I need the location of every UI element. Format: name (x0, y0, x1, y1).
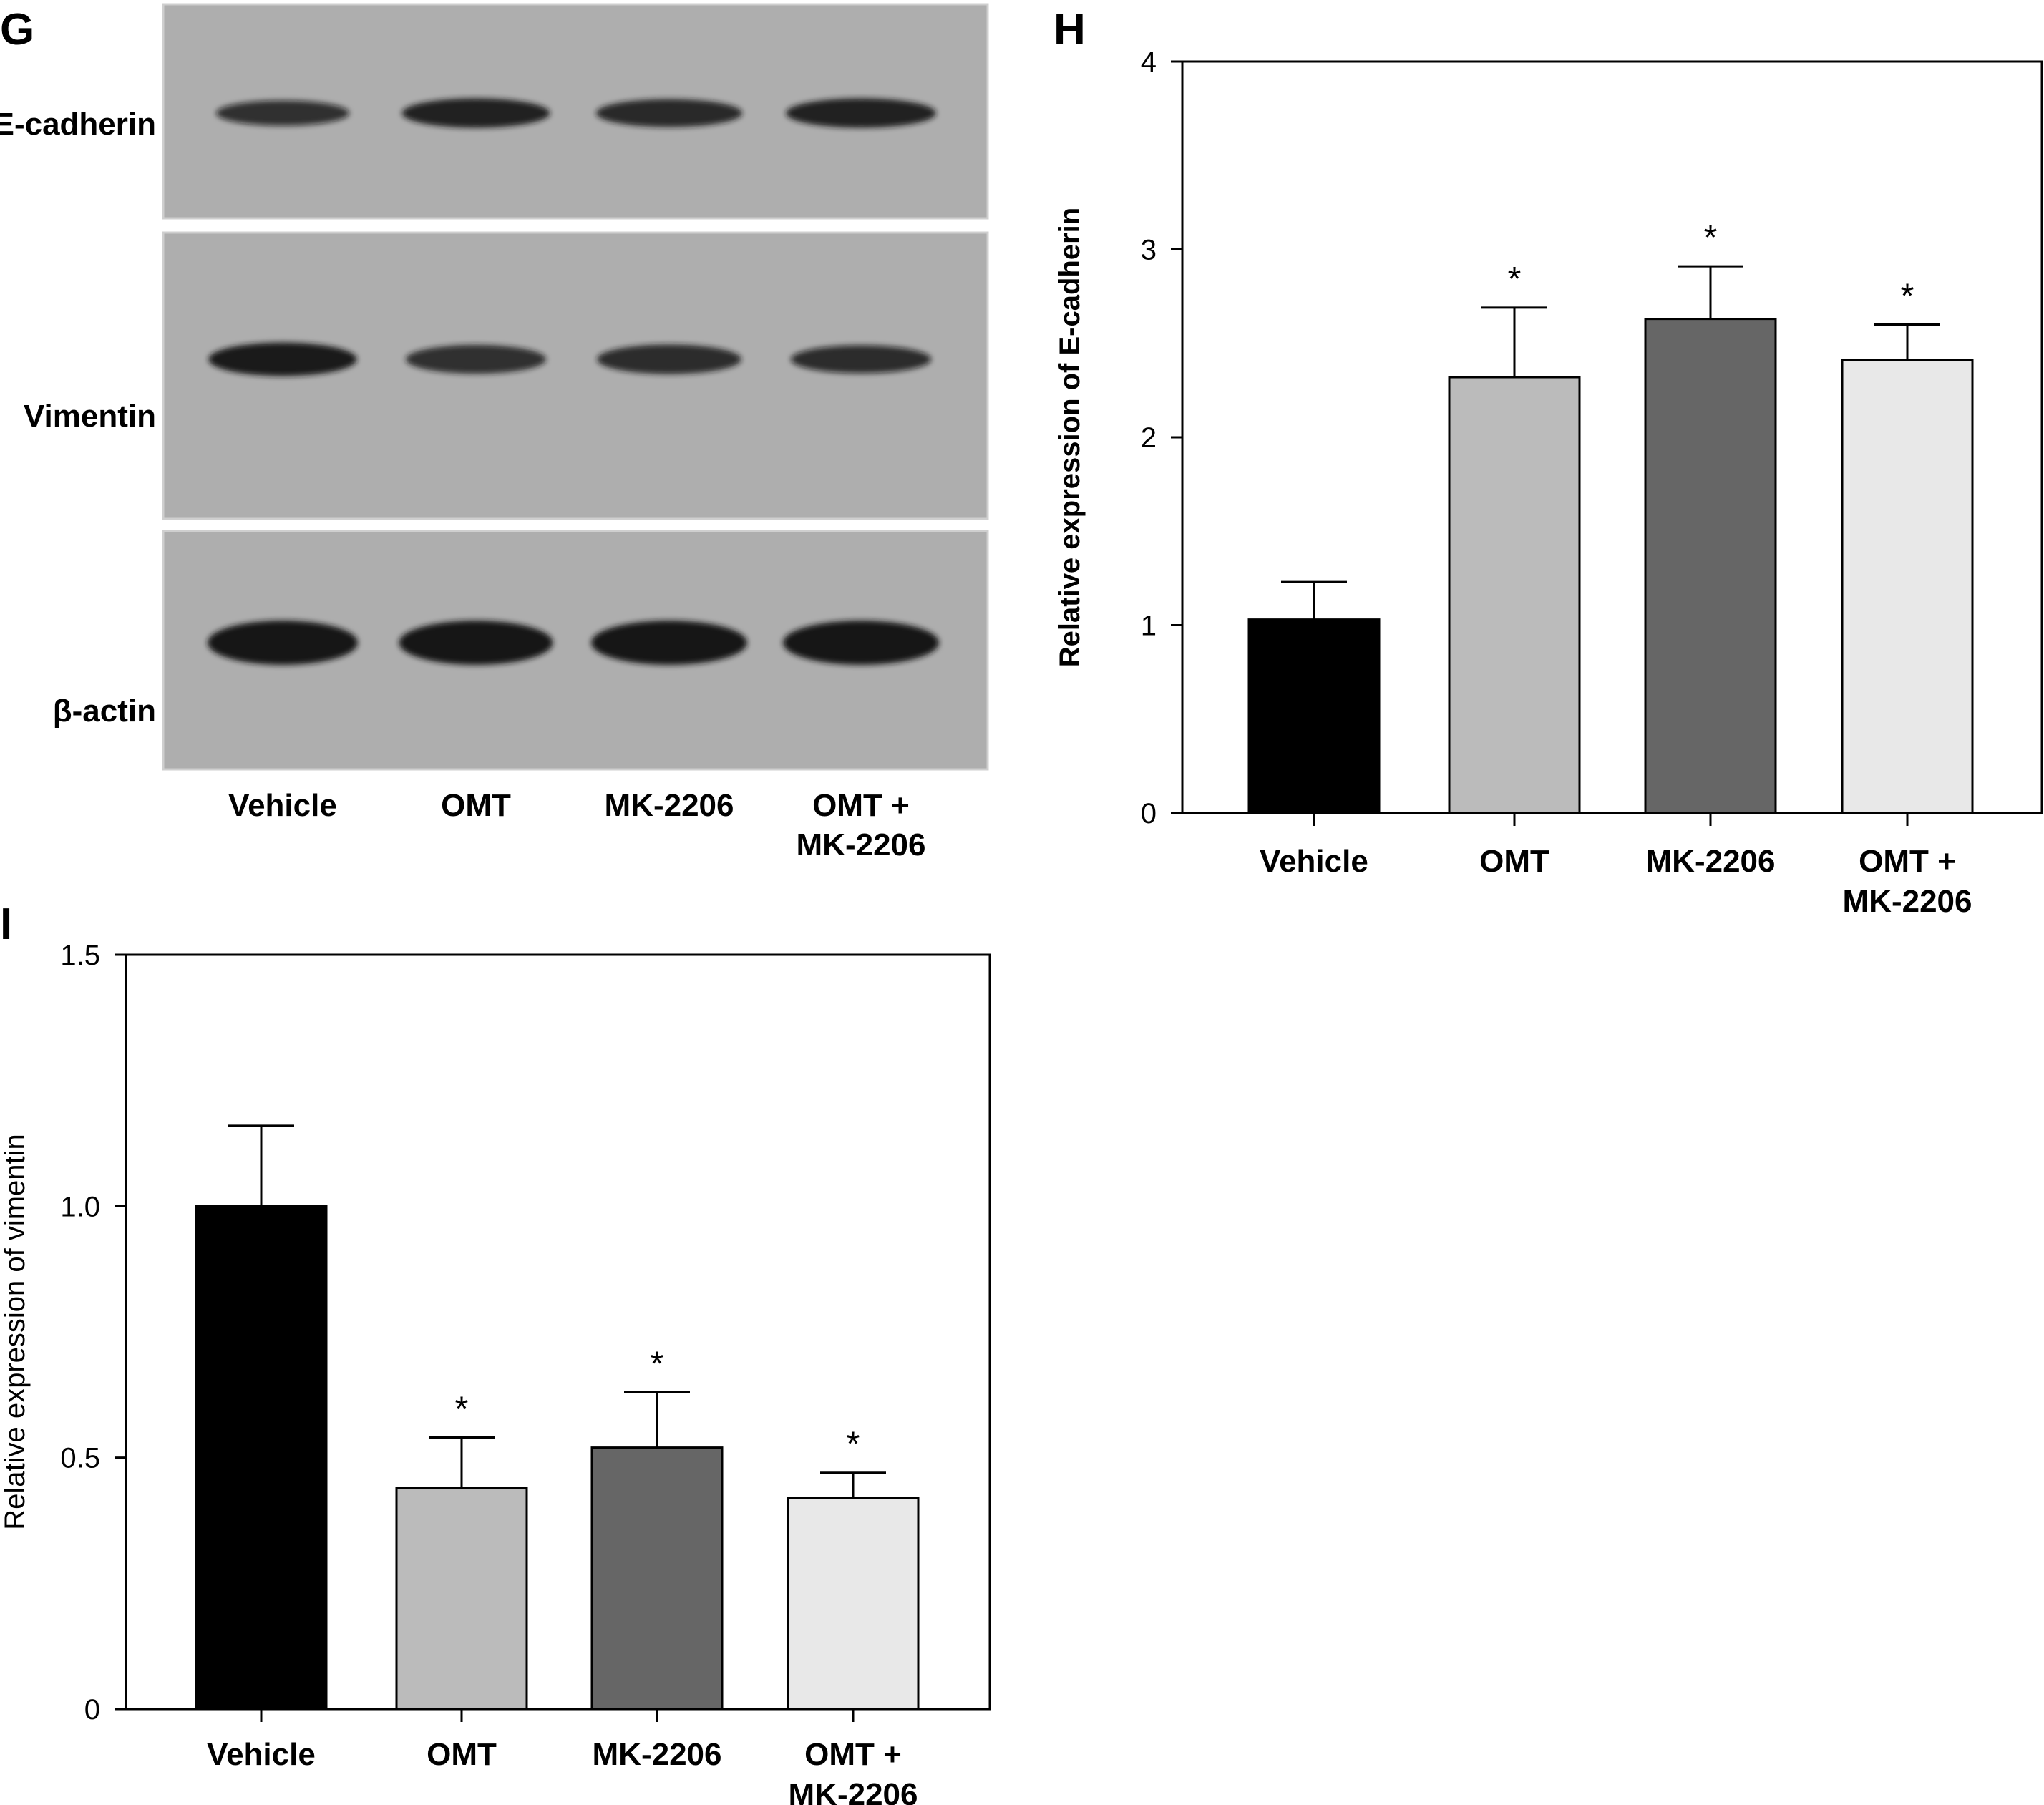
bar (195, 1205, 328, 1711)
blot-band (591, 621, 747, 665)
chart-e-cadherin: 0 1 2 3 4 Relative expression of E-cadherin Ve… (1054, 47, 2043, 919)
blot-band (783, 621, 939, 665)
blot-row-label: β-actin (53, 694, 156, 729)
significance-marker: * (1508, 261, 1522, 298)
significance-marker: * (455, 1391, 469, 1429)
significance-marker: * (1901, 278, 1914, 316)
blot-band (790, 345, 932, 374)
significance-marker: * (1704, 219, 1718, 257)
bar (395, 1487, 528, 1711)
blot-band (208, 342, 357, 376)
panel-i-label: I (0, 900, 12, 949)
blot-band (405, 344, 547, 374)
y-tick-label: 0 (84, 1694, 100, 1726)
y-tick-label: 1.0 (60, 1191, 100, 1222)
x-tick-label: Vehicle (1260, 844, 1368, 879)
panel-i: I 0 0.5 1.0 1.5 Relative expression of vimen… (0, 900, 991, 1805)
bar (590, 1446, 724, 1711)
blot-row-label: E-cadherin (0, 107, 156, 142)
lane-label: OMT (441, 788, 511, 823)
blot-band (399, 621, 553, 665)
y-tick-label: 1 (1141, 610, 1157, 642)
bar (1247, 618, 1381, 814)
lane-labels: Vehicle OMT MK-2206 OMT + MK-2206 (228, 788, 925, 862)
bar (1644, 318, 1777, 814)
x-tick-label: OMT + (804, 1737, 902, 1772)
x-tick-label: OMT (1479, 844, 1549, 879)
lane-label: MK-2206 (605, 788, 734, 823)
lane-label: Vehicle (228, 788, 337, 823)
y-tick-label: 0.5 (60, 1443, 100, 1474)
y-axis-label: Relative expression of E-cadherin (1054, 208, 1086, 667)
bar (1448, 376, 1581, 814)
blot-band (595, 99, 743, 127)
blot-band (215, 100, 350, 126)
y-tick-label: 0 (1141, 798, 1157, 829)
panel-h-label: H (1053, 5, 1086, 54)
lane-label: MK-2206 (797, 827, 926, 862)
plot-frame (125, 953, 991, 1711)
x-tick-label: OMT (427, 1737, 497, 1772)
panel-g-label: G (0, 5, 34, 54)
chart-vimentin: 0 0.5 1.0 1.5 Relative expression of vimenti… (0, 940, 991, 1805)
blot-row-label: Vimentin (24, 399, 156, 434)
x-tick-label: MK-2206 (789, 1777, 918, 1805)
y-tick-label: 1.5 (60, 940, 100, 971)
y-tick-label: 2 (1141, 422, 1157, 454)
panel-h: H 0 1 2 3 4 Relative expression of E-cadherin… (1053, 5, 2043, 919)
x-tick-label: MK-2206 (1843, 884, 1972, 919)
blot-area: E-cadherin Vimentin β-actin (0, 3, 989, 771)
blot-band (786, 98, 936, 128)
y-tick-label: 4 (1141, 47, 1157, 78)
y-axis-label: Relative expression of vimentin (0, 1134, 31, 1530)
significance-marker: * (651, 1345, 664, 1383)
x-tick-label: MK-2206 (1646, 844, 1776, 879)
x-tick-label: MK-2206 (593, 1737, 722, 1772)
blot-band (402, 98, 550, 128)
blot-band (597, 344, 741, 374)
significance-marker: * (847, 1426, 860, 1464)
lane-label: OMT + (812, 788, 910, 823)
x-tick-label: Vehicle (207, 1737, 316, 1772)
bar (787, 1497, 920, 1711)
blot-band (208, 621, 358, 665)
panel-g: G E-cadherin Vimentin β-actin Vehicle OMT MK… (0, 3, 989, 862)
blot-strip-1 (162, 231, 989, 520)
y-tick-label: 3 (1141, 235, 1157, 266)
x-tick-label: OMT + (1859, 844, 1956, 879)
bar (1841, 359, 1974, 814)
